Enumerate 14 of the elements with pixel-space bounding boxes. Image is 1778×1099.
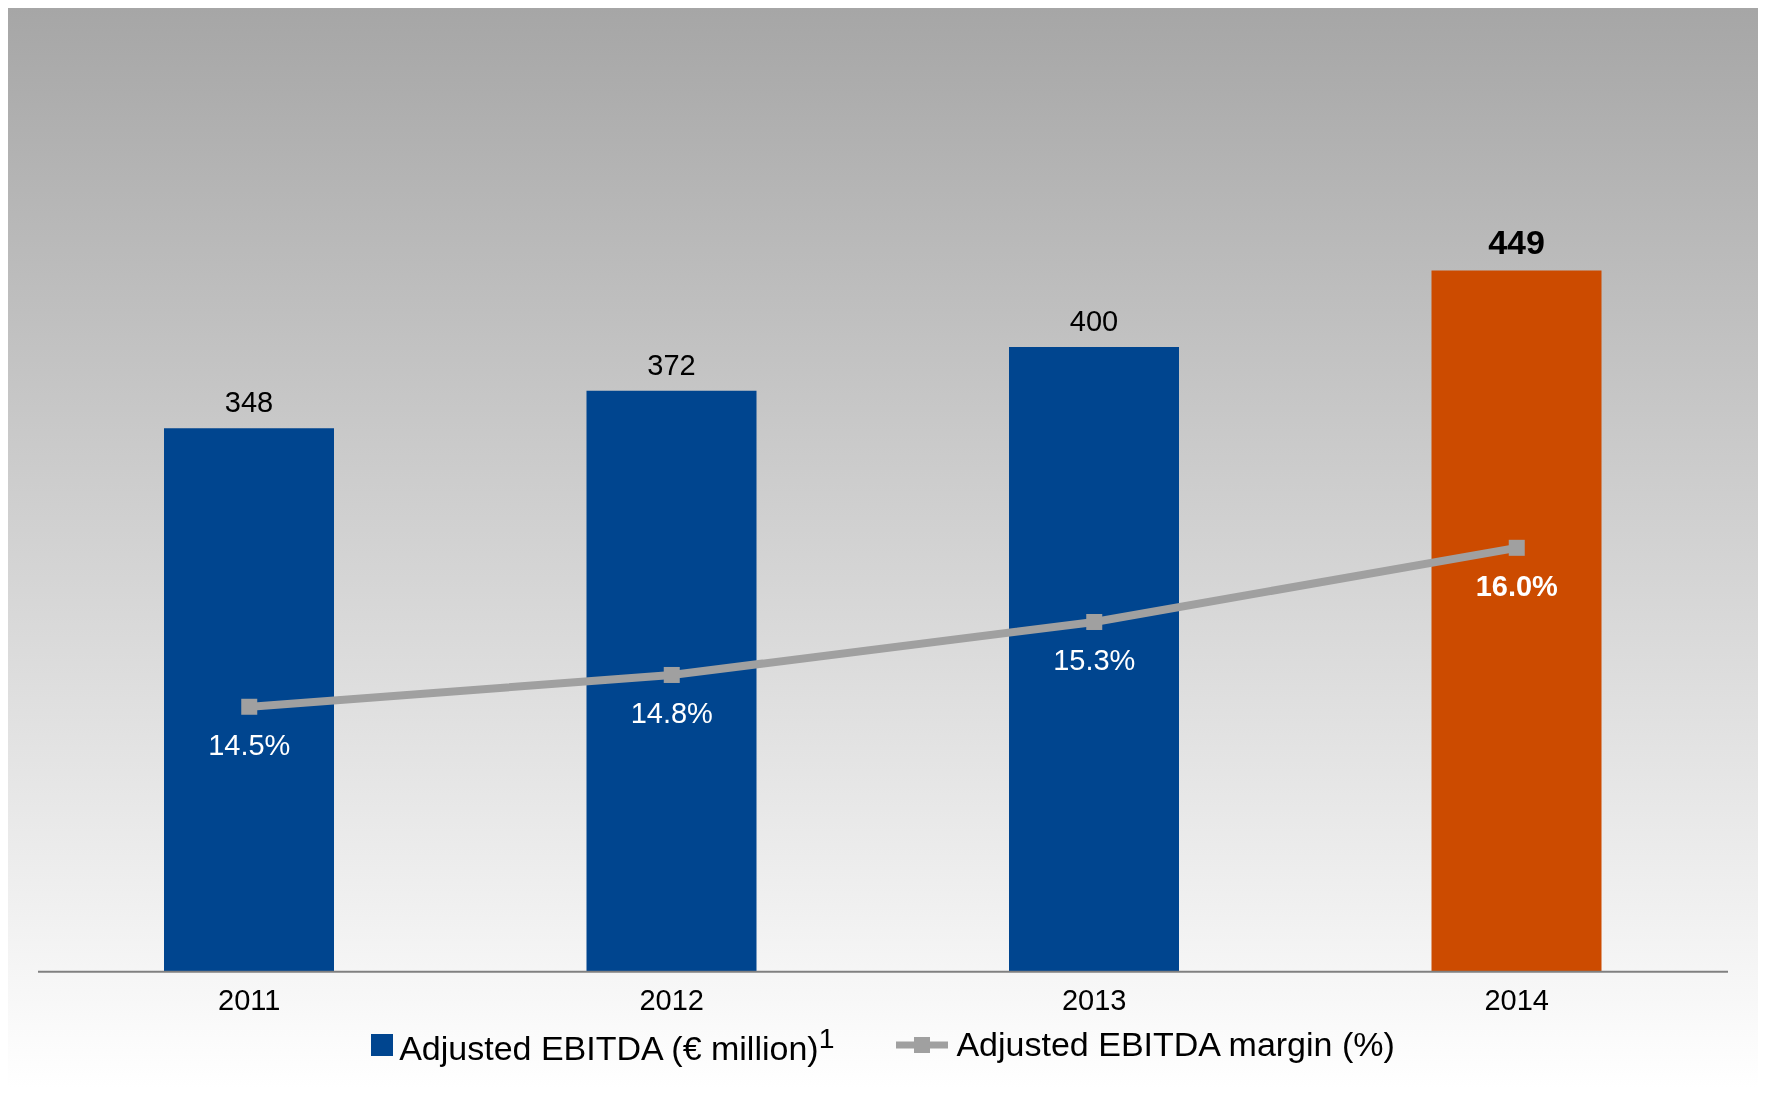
data-label: 15.3% [1053,643,1136,676]
data-label: 14.8% [630,696,713,729]
x-tick-label: 2012 [639,984,705,1017]
legend-label: Adjusted EBITDA margin (%) [956,1025,1395,1065]
x-tick-label: 2014 [1484,984,1550,1017]
data-label: 14.5% [208,728,291,761]
data-label: 400 [1069,304,1119,337]
x-tick-label: 2013 [1061,984,1127,1017]
data-label: 449 [1488,223,1545,262]
x-tick-label: 2011 [218,984,281,1017]
data-label: 16.0% [1475,569,1559,602]
legend-label: Adjusted EBITDA (€ million)$^{1}$ [399,1021,835,1068]
data-label: 348 [224,386,274,419]
data-label: 372 [647,348,696,381]
